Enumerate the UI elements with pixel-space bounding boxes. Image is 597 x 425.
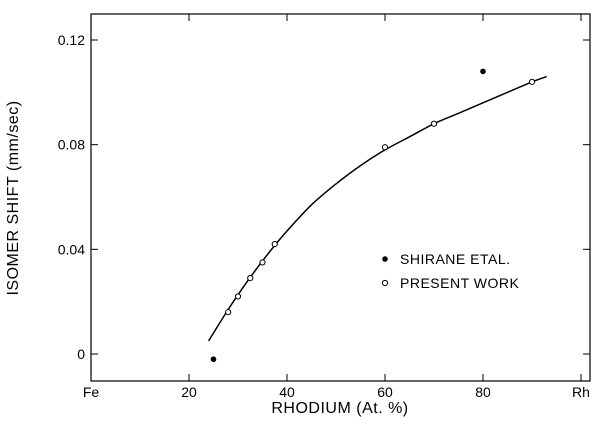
fit-curve — [207, 75, 547, 342]
point-present-work — [225, 309, 232, 316]
y-axis-ticks: 0 0.04 0.08 0.12 — [58, 32, 590, 362]
data-points — [210, 68, 536, 363]
point-present-work — [430, 120, 438, 127]
plot-border — [90, 13, 591, 382]
point-present-work — [247, 275, 254, 282]
x-axis-ticks: Fe 20 40 60 80 Rh — [83, 14, 590, 400]
legend-marker-shirane — [382, 256, 388, 262]
y-axis-title: ISOMER SHIFT (mm/sec) — [5, 100, 22, 295]
x-tick-label: 40 — [279, 384, 295, 400]
legend: SHIRANE ETAL. PRESENT WORK — [381, 251, 519, 291]
plot-frame — [90, 13, 591, 382]
point-present-work — [259, 259, 266, 266]
x-axis-title: RHODIUM (At. %) — [271, 400, 408, 417]
point-present-work — [234, 293, 242, 300]
point-shirane — [480, 68, 486, 75]
point-present-work — [381, 144, 389, 151]
x-tick-label: 60 — [377, 384, 393, 400]
point-shirane — [210, 356, 217, 363]
point-present-work — [271, 241, 278, 248]
x-tick-label: 20 — [181, 384, 197, 400]
y-tick-label: 0.12 — [58, 32, 85, 48]
y-tick-label: 0.04 — [58, 241, 85, 257]
y-tick-label: 0 — [77, 346, 85, 362]
point-present-work — [528, 78, 536, 85]
legend-label-shirane: SHIRANE ETAL. — [400, 251, 511, 267]
legend-marker-present — [381, 279, 389, 287]
x-tick-label: Rh — [572, 384, 590, 400]
y-tick-label: 0.08 — [58, 137, 85, 153]
x-tick-label: Fe — [83, 384, 100, 400]
x-tick-label: 80 — [475, 384, 491, 400]
legend-label-present: PRESENT WORK — [400, 275, 519, 291]
